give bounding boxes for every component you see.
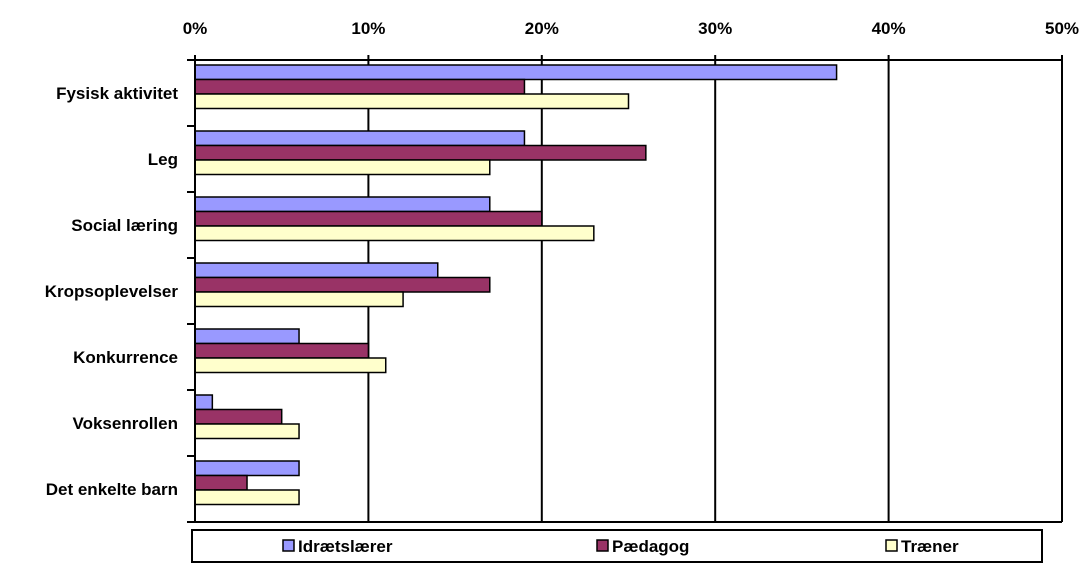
category-label: Konkurrence [73, 348, 178, 367]
legend-label: Pædagog [612, 537, 689, 556]
legend: Idrætslærer Pædagog Træner [191, 529, 1043, 563]
x-tick-label: 30% [698, 19, 732, 38]
category-label: Fysisk aktivitet [56, 84, 178, 103]
bars [194, 64, 838, 506]
bar-træner-4 [194, 357, 387, 374]
bar-idrætslærer-0 [194, 64, 838, 81]
category-label: Kropsoplevelser [45, 282, 179, 301]
bar-træner-5 [194, 423, 300, 440]
x-tick-label: 40% [872, 19, 906, 38]
category-label: Social læring [71, 216, 178, 235]
legend-label: Træner [901, 537, 959, 556]
category-label: Voksenrollen [73, 414, 179, 433]
legend-label: Idrætslærer [298, 537, 393, 556]
category-labels: Fysisk aktivitet Leg Social læring Kropsopl… [45, 84, 179, 499]
bar-pædagog-6 [194, 474, 248, 491]
legend-swatch [596, 539, 609, 552]
x-tick-label: 0% [183, 19, 208, 38]
x-tick-label: 20% [525, 19, 559, 38]
category-label: Leg [148, 150, 178, 169]
legend-box [191, 529, 1043, 563]
bar-pædagog-4 [194, 342, 370, 359]
legend-swatch [282, 539, 295, 552]
x-tick-label: 50% [1045, 19, 1079, 38]
x-tick-labels: 0% 10% 20% 30% 40% 50% [183, 19, 1079, 38]
bar-træner-1 [194, 159, 491, 176]
bar-træner-2 [194, 225, 595, 242]
bar-træner-0 [194, 93, 630, 110]
legend-swatch [885, 539, 898, 552]
category-label: Det enkelte barn [46, 480, 178, 499]
bar-idrætslærer-3 [194, 262, 439, 279]
bar-pædagog-2 [194, 210, 543, 227]
x-tick-label: 10% [351, 19, 385, 38]
axes [187, 55, 1063, 523]
bar-pædagog-0 [194, 78, 526, 95]
bar-idrætslærer-5 [194, 394, 214, 411]
bar-pædagog-1 [194, 144, 647, 161]
bar-træner-3 [194, 291, 404, 308]
bar-pædagog-5 [194, 408, 283, 425]
bar-træner-6 [194, 489, 300, 506]
bar-pædagog-3 [194, 276, 491, 293]
bar-idrætslærer-2 [194, 196, 491, 213]
bar-idrætslærer-6 [194, 460, 300, 477]
bar-idrætslærer-1 [194, 130, 526, 147]
bar-idrætslærer-4 [194, 328, 300, 345]
